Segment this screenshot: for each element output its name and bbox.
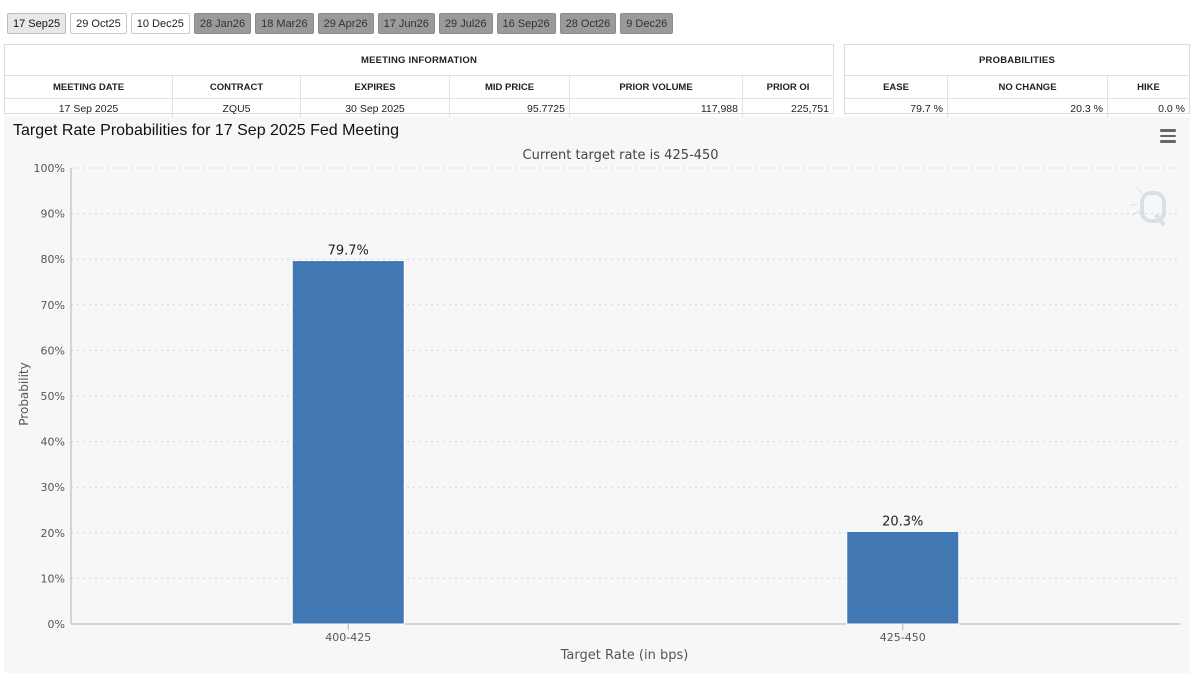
x-axis-title: Target Rate (in bps) [560,648,689,663]
hike-value: 0.0 % [1158,102,1185,115]
y-tick-label: 40% [41,436,65,449]
y-tick-label: 90% [41,208,65,221]
header-hike: HIKE [1107,75,1189,99]
tab-28-jan26[interactable]: 28 Jan26 [193,13,252,34]
tab-29-oct25[interactable]: 29 Oct25 [70,13,127,34]
x-tick-label: 425-450 [880,631,926,644]
y-tick-label: 60% [41,344,65,357]
prior-volume-value: 117,988 [569,98,743,118]
header-expires: EXPIRES [300,75,450,99]
meeting-information-table: MEETING INFORMATION MEETING DATE CONTRAC… [4,44,834,118]
no-change-value: 20.3 % [947,98,1108,118]
y-tick-label: 70% [41,299,65,312]
watermark-logo-icon [1130,186,1166,227]
bar-chart: Current target rate is 425-450 0% 10% 20% 30… [17,148,1180,663]
chart-subtitle: Current target rate is 425-450 [523,148,719,163]
chart-container: Target Rate Probabilities for 17 Sep 202… [4,117,1190,673]
mid-price-value: 95.7725 [449,98,570,118]
y-tick-label: 20% [41,527,65,540]
x-tick-label: 400-425 [325,631,371,644]
header-meeting-date: MEETING DATE [5,75,173,99]
tab-18-mar26[interactable]: 18 Mar26 [255,13,314,34]
tab-17-jun26[interactable]: 17 Jun26 [377,13,435,34]
tab-10-dec25[interactable]: 10 Dec25 [130,13,190,34]
contract-value: ZQU5 [172,98,301,118]
probabilities-table: PROBABILITIES EASE NO CHANGE HIKE 79.7 %… [844,44,1190,118]
table-row: 17 Sep 2025 ZQU5 30 Sep 2025 95.7725 117… [5,98,833,118]
y-axis-title: Probability [17,362,31,425]
y-tick-label: 10% [41,572,65,585]
ease-value: 79.7 % [845,98,948,118]
header-contract: CONTRACT [172,75,301,99]
chart-title: Target Rate Probabilities for 17 Sep 202… [13,122,400,139]
header-prior-oi: PRIOR OI [742,75,833,99]
y-tick-label: 100% [34,162,65,175]
data-label: 79.7% [328,244,369,259]
tab-16-sep26[interactable]: 16 Sep26 [496,13,556,34]
meeting-tabs: 17 Sep25 29 Oct25 10 Dec25 28 Jan26 18 Mar26… [7,13,674,34]
data-label: 20.3% [882,514,923,529]
header-prior-volume: PRIOR VOLUME [569,75,743,99]
bar-425-450 [846,530,960,625]
prior-oi-value: 225,751 [791,102,829,115]
probabilities-title: PROBABILITIES [845,45,1189,76]
header-ease: EASE [845,75,948,99]
header-no-change: NO CHANGE [947,75,1108,99]
table-row: 79.7 % 20.3 % 0.0 % [845,98,1189,118]
header-mid-price: MID PRICE [449,75,570,99]
tab-28-oct26[interactable]: 28 Oct26 [559,13,617,34]
meeting-information-title: MEETING INFORMATION [5,45,833,76]
y-tick-label: 30% [41,481,65,494]
bar-400-425 [291,260,405,625]
tab-29-jul26[interactable]: 29 Jul26 [438,13,493,34]
tab-29-apr26[interactable]: 29 Apr26 [317,13,374,34]
hamburger-menu-icon[interactable] [1160,129,1176,143]
y-tick-label: 50% [41,390,65,403]
expires-value: 30 Sep 2025 [300,98,450,118]
meeting-date-value: 17 Sep 2025 [5,98,173,118]
y-tick-label: 80% [41,253,65,266]
tab-17-sep25[interactable]: 17 Sep25 [7,13,67,34]
tab-9-dec26[interactable]: 9 Dec26 [620,13,674,34]
y-tick-label: 0% [48,618,65,631]
